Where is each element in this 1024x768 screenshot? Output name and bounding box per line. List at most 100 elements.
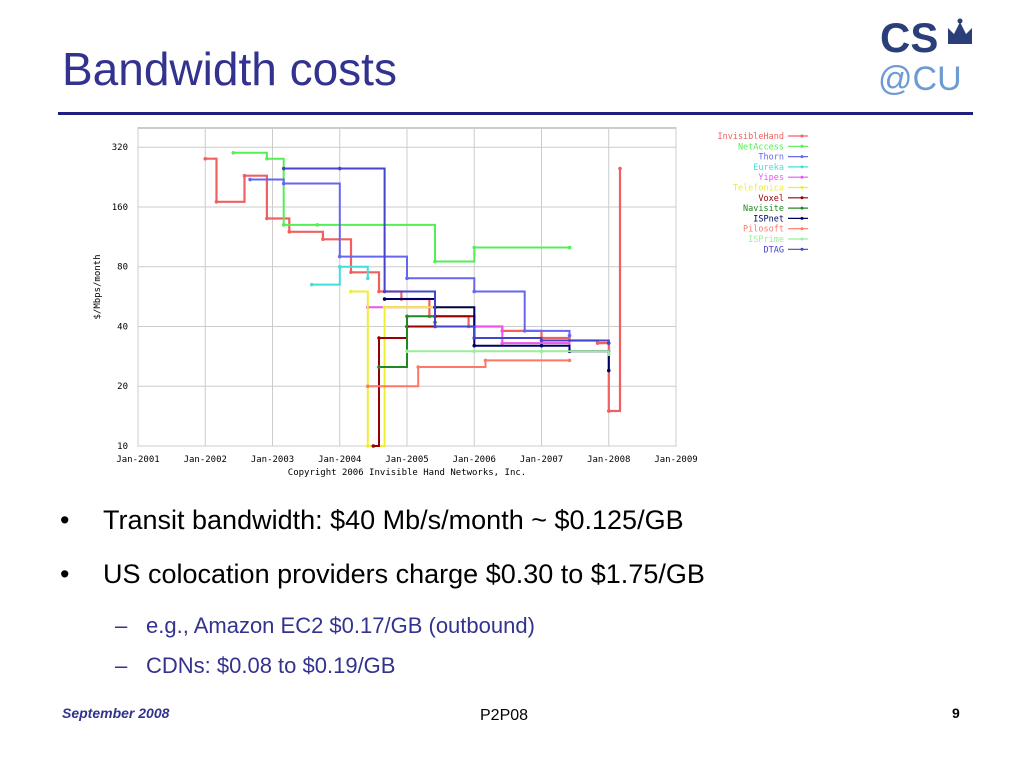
legend-label: NetAccess	[738, 142, 784, 152]
sub-bullet-symbol: –	[115, 653, 128, 678]
bandwidth-chart: 10 20 40 80 160 320 Jan-2001 Jan-2002 Jan-2003 Ja…	[88, 122, 816, 492]
data-point	[433, 259, 437, 264]
data-point	[315, 223, 320, 227]
legend-label: Telefonica	[733, 184, 784, 194]
series-line	[283, 167, 610, 344]
data-point	[539, 349, 544, 354]
y-tick-label: 160	[112, 203, 128, 213]
data-point	[606, 368, 611, 373]
data-point	[382, 297, 387, 301]
data-point	[265, 216, 269, 221]
logo-line2: @CU	[878, 60, 962, 96]
data-point	[433, 324, 437, 329]
series-line	[367, 359, 570, 388]
data-point	[371, 444, 376, 448]
data-point	[405, 314, 409, 319]
data-point	[337, 166, 342, 171]
data-point	[287, 229, 292, 234]
legend-label: ISPnet	[753, 214, 784, 224]
footer-date: September 2008	[62, 705, 170, 721]
slide-title: Bandwidth costs	[62, 43, 397, 95]
y-axis-label: $/Mbps/month	[93, 254, 103, 319]
data-point	[606, 409, 611, 413]
x-tick-label: Jan-2005	[385, 455, 428, 465]
data-point	[281, 166, 286, 171]
legend-label: Navisite	[743, 204, 784, 214]
sub-bullet-symbol: –	[115, 613, 128, 638]
legend-marker	[800, 144, 804, 148]
x-tick-label: Jan-2003	[251, 455, 294, 465]
data-point	[365, 444, 370, 448]
legend-label: Yipes	[758, 173, 784, 183]
legend-marker	[800, 175, 804, 179]
data-point	[365, 276, 370, 281]
y-tick-label: 20	[117, 382, 128, 392]
data-point	[472, 245, 477, 250]
legend-label: Voxel	[758, 194, 784, 204]
title-rule	[58, 112, 973, 115]
data-point	[472, 349, 477, 354]
bullet-text: US colocation providers charge $0.30 to …	[103, 559, 705, 589]
bullet-list: • Transit bandwidth: $40 Mb/s/month ~ $0.…	[60, 498, 960, 686]
legend-label: Thorn	[758, 153, 784, 163]
sub-bullet-text: CDNs: $0.08 to $0.19/GB	[146, 653, 396, 678]
data-point	[539, 343, 544, 348]
legend-marker	[800, 155, 804, 159]
data-point	[472, 336, 477, 340]
chart-svg: 10 20 40 80 160 320 Jan-2001 Jan-2002 Jan-2003 Ja…	[93, 127, 816, 478]
legend-label: DTAG	[764, 245, 784, 255]
legend-marker	[800, 134, 804, 138]
x-tick-label: Jan-2004	[318, 455, 361, 465]
sub-bullet-item: – e.g., Amazon EC2 $0.17/GB (outbound)	[60, 606, 960, 646]
legend-label: InvisibleHand	[717, 132, 784, 142]
legend-marker	[800, 216, 804, 220]
y-tick-label: 320	[112, 143, 128, 153]
chart-caption: Copyright 2006 Invisible Hand Networks, …	[288, 468, 526, 478]
data-point	[248, 177, 252, 182]
data-point	[265, 156, 269, 161]
data-point	[365, 384, 370, 389]
data-point	[606, 341, 611, 345]
legend-label: Pilosoft	[743, 225, 784, 235]
data-point	[321, 237, 325, 242]
data-point	[405, 276, 409, 281]
bullet-symbol: •	[60, 559, 70, 589]
bullet-item: • US colocation providers charge $0.30 to…	[60, 552, 960, 596]
data-point	[539, 338, 544, 343]
data-point	[618, 166, 622, 171]
legend-marker	[800, 227, 804, 231]
x-tick-label: Jan-2001	[116, 455, 159, 465]
data-point	[349, 270, 353, 275]
data-point	[377, 365, 381, 369]
bullet-text: Transit bandwidth: $40 Mb/s/month ~ $0.1…	[103, 505, 684, 535]
legend-marker	[800, 237, 804, 241]
data-point	[242, 173, 247, 178]
data-point	[214, 199, 219, 204]
data-point	[382, 289, 387, 294]
y-tick-label: 10	[117, 442, 128, 452]
x-tick-label: Jan-2009	[654, 455, 697, 465]
x-tick-label: Jan-2008	[587, 455, 630, 465]
cs-at-cu-logo: CS @CU	[878, 14, 972, 96]
footer-conference: P2P08	[480, 707, 529, 724]
data-point	[567, 333, 572, 338]
sub-bullet-item: – CDNs: $0.08 to $0.19/GB	[60, 646, 960, 686]
data-point	[416, 365, 421, 369]
bullet-item: • Transit bandwidth: $40 Mb/s/month ~ $0.…	[60, 498, 960, 542]
data-point	[231, 150, 236, 155]
x-tick-label: Jan-2006	[453, 455, 496, 465]
data-point	[595, 341, 600, 345]
data-point	[483, 358, 488, 363]
data-point	[337, 254, 342, 259]
x-tick-label: Jan-2002	[184, 455, 227, 465]
data-point	[377, 289, 381, 294]
data-point	[606, 352, 611, 357]
y-tick-label: 40	[117, 322, 128, 332]
legend-marker	[800, 206, 804, 210]
data-point	[382, 305, 387, 310]
data-point	[203, 156, 208, 161]
legend-label: Eureka	[753, 163, 784, 173]
data-point	[522, 329, 527, 333]
data-point	[349, 289, 353, 294]
data-point	[472, 343, 477, 348]
